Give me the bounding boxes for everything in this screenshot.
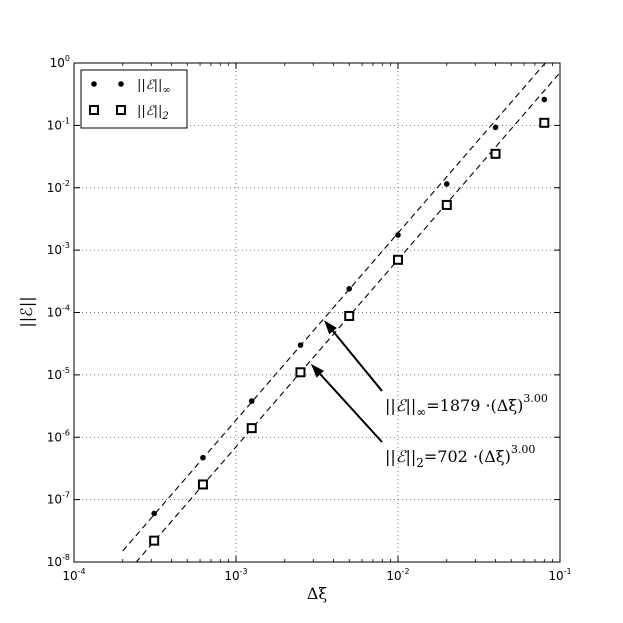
data-point-l2 [441,199,452,210]
y-tick-label: 10-7 [47,491,70,507]
y-tick-label: 10-6 [47,428,70,444]
legend-marker-l2 [89,105,99,115]
x-axis-label: Δξ [307,584,328,603]
y-tick-label: 10-8 [47,553,70,569]
data-point-l2 [393,254,403,265]
legend-box [80,69,188,129]
legend-marker-inf [118,81,124,87]
annotation-label: ||ℰ||∞=1879 ·(Δξ)3.00 [385,392,548,419]
annotations: ||ℰ||∞=1879 ·(Δξ)3.00 ||ℰ||2=702 ·(Δξ)3.0… [310,320,548,470]
data-point-inf [541,96,548,103]
axis-ticks: 10-4 10-3 10-2 10-1 10-8 10-7 10-6 10-5 10-4 10-3… [47,54,572,583]
annotation-arrow-line [319,373,383,443]
fit-line [122,63,546,552]
annotation-label: ||ℰ||2=702 ·(Δξ)3.00 [385,443,535,470]
annotation-arrowhead [310,363,325,378]
data-point-l2 [295,367,306,378]
legend-marker-inf [91,81,97,87]
x-tick-label: 10-1 [548,567,571,583]
x-tick-label: 10-2 [386,567,409,583]
y-tick-label: 10-5 [47,366,70,382]
data-point-l2 [149,535,160,546]
data-point-l2 [197,479,208,490]
data-point-inf [151,510,157,517]
data-point-inf [395,232,401,238]
y-tick-label: 100 [50,54,70,70]
legend-label: ||ℰ||2 [137,104,169,122]
fit-line [135,72,560,562]
annotation-arrow-line [332,330,383,392]
data-point-inf [443,181,450,187]
data-point-l2 [539,117,550,128]
data-point-inf [200,454,206,461]
data-point-inf [297,342,304,348]
grid-lines [74,63,560,562]
data-point-l2 [490,148,501,159]
data-point-inf [248,398,255,404]
data-point-inf [346,285,353,292]
data-point-l2 [344,310,355,321]
fit-lines [122,63,560,562]
x-tick-label: 10-4 [62,567,85,583]
data-point-l2 [246,423,257,434]
data-point-inf [492,124,499,131]
y-tick-label: 10-4 [47,304,70,320]
y-axis-label: ||ℰ|| [17,296,36,327]
data-markers [149,96,550,546]
legend: ||ℰ||∞ ||ℰ||2 [80,69,188,129]
legend-label: ||ℰ||∞ [137,78,171,96]
y-tick-label: 10-2 [47,179,70,195]
x-tick-label: 10-3 [224,567,247,583]
legend-marker-l2 [116,105,126,115]
annotation-arrowhead [324,320,337,335]
y-tick-label: 10-1 [47,116,70,132]
y-tick-label: 10-3 [47,241,70,257]
